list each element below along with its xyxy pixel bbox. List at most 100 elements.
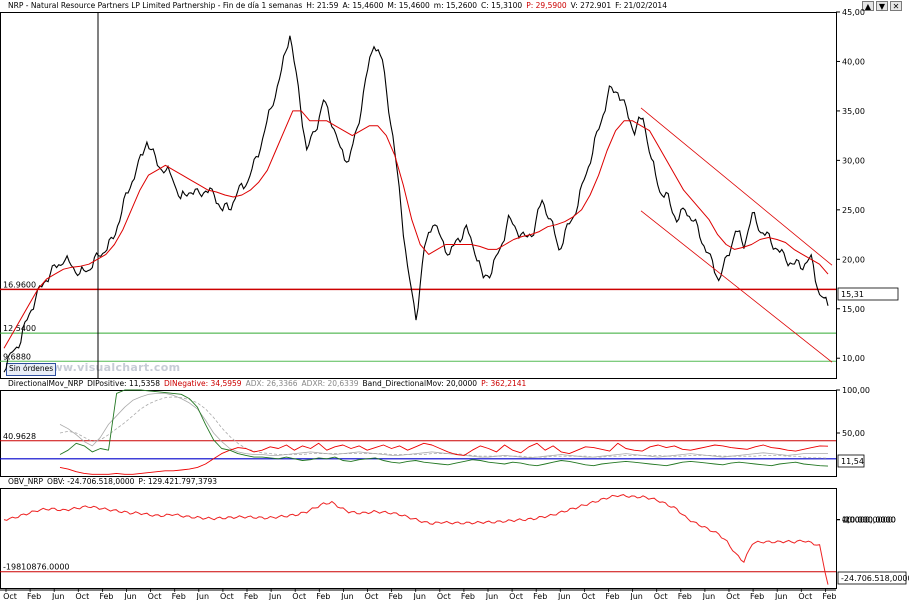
price-level-label: 9.6880 — [3, 352, 31, 361]
dmi-header-item: ADX: 26,3366 — [245, 379, 298, 388]
price-y-tick-label: 30,00 — [842, 156, 865, 165]
obv-y-tick-label: 0,0000 — [842, 516, 870, 525]
x-tick-label: Jun — [485, 592, 499, 600]
x-tick-label: Feb — [99, 592, 113, 600]
dmi-header-item: Band_DirectionalMov: 20,0000 — [362, 379, 478, 388]
x-tick-label: Oct — [220, 592, 234, 600]
scroll-down-button[interactable]: ▼ — [876, 1, 888, 11]
dmi-header-item: ADXR: 20,6339 — [301, 379, 359, 388]
price-line — [3, 35, 829, 373]
x-tick-label: Feb — [678, 592, 692, 600]
x-tick-label: Oct — [292, 592, 306, 600]
x-tick-label: Oct — [3, 592, 17, 600]
x-tick-label: Jun — [412, 592, 426, 600]
moving-average-line — [3, 110, 829, 349]
x-tick-label: Oct — [726, 592, 740, 600]
obv-y-tick-label: -10.000,0000 — [842, 516, 896, 525]
dmi-last-value: 11,54 — [841, 457, 864, 466]
obv-line — [3, 494, 829, 585]
obv-y-tick-label: -20.000,0000 — [842, 516, 896, 525]
x-tick-label: Feb — [316, 592, 330, 600]
price-y-tick-label: 35,00 — [842, 107, 865, 116]
price-last-value-box — [837, 287, 899, 301]
x-tick-label: Oct — [437, 592, 451, 600]
di-positive-line — [59, 389, 829, 467]
price-level-label: 12.5400 — [3, 324, 36, 333]
channel-lower-line — [640, 210, 833, 363]
di-negative-line — [59, 442, 829, 475]
x-tick-label: Feb — [27, 592, 41, 600]
price-series — [3, 35, 829, 373]
price-panel-frame — [0, 12, 837, 379]
obv-y-tick-label: 10.000,0000 — [842, 516, 893, 525]
x-tick-label: Jun — [629, 592, 643, 600]
scroll-up-button[interactable]: ▲ — [862, 1, 874, 11]
obv-header-item: P: 129.421.797,3793 — [138, 477, 218, 486]
main-header-item: M: 15,4600 — [387, 1, 430, 10]
price-y-tick-label: 15,00 — [842, 305, 865, 314]
sin-ordenes-button[interactable]: Sin órdenes — [6, 363, 57, 376]
x-tick-label: Jun — [268, 592, 282, 600]
x-tick-label: Jun — [123, 592, 137, 600]
obv-header-item: OBV_NRP — [8, 477, 44, 486]
main-header-item: m: 15,2600 — [433, 1, 478, 10]
x-tick-label: Feb — [605, 592, 619, 600]
obv-last-value-box — [837, 571, 907, 585]
dmi-panel-frame — [0, 390, 837, 477]
price-level-label: 16.9600 — [3, 280, 36, 289]
obv-panel-header: OBV_NRP OBV: -24.706.518,0000 P: 129.421.7… — [0, 476, 836, 488]
price-y-tick-label: 20,00 — [842, 255, 865, 264]
x-tick-label: Feb — [172, 592, 186, 600]
x-tick-label: Oct — [581, 592, 595, 600]
adx-line — [59, 392, 829, 459]
x-tick-label: Oct — [365, 592, 379, 600]
x-tick-label: Jun — [51, 592, 65, 600]
price-y-tick-label: 40,00 — [842, 57, 865, 66]
channel-upper-line — [640, 107, 833, 266]
x-tick-label: Feb — [750, 592, 764, 600]
main-header-item: NRP - Natural Resource Partners LP Limit… — [8, 1, 303, 10]
dmi-header-item: DirectionalMov_NRP — [8, 379, 84, 388]
main-header-item: F: 21/02/2014 — [615, 1, 667, 10]
x-tick-label: Jun — [340, 592, 354, 600]
dmi-panel-header: DirectionalMov_NRP DIPositive: 11,5358 DIN… — [0, 378, 836, 390]
dmi-header-item: P: 362,2141 — [481, 379, 527, 388]
obv-panel-frame — [0, 488, 837, 589]
x-tick-label: Feb — [533, 592, 547, 600]
dmi-header-item: DINegative: 34,5959 — [163, 379, 242, 388]
dmi-y-tick-label: 100,00 — [842, 386, 870, 395]
main-header-item: C: 15,3100 — [481, 1, 523, 10]
x-tick-label: Jun — [196, 592, 210, 600]
main-header-item: H: 21:59 — [306, 1, 339, 10]
x-tick-label: Oct — [798, 592, 812, 600]
obv-header-item: OBV: -24.706.518,0000 — [47, 477, 135, 486]
x-tick-label: Feb — [822, 592, 836, 600]
main-header-item: A: 15,4600 — [342, 1, 384, 10]
close-button[interactable]: ✕ — [890, 1, 902, 11]
price-last-value: 15,31 — [841, 290, 864, 299]
watermark: www.visualchart.com — [42, 361, 181, 374]
dmi-header-item: DIPositive: 11,5358 — [87, 379, 160, 388]
x-tick-label: Oct — [75, 592, 89, 600]
x-tick-label: Feb — [461, 592, 475, 600]
x-tick-label: Oct — [148, 592, 162, 600]
price-y-tick-label: 25,00 — [842, 206, 865, 215]
x-tick-label: Jun — [557, 592, 571, 600]
x-tick-label: Jun — [702, 592, 716, 600]
x-tick-label: Feb — [244, 592, 258, 600]
dmi-last-value-box — [837, 454, 865, 468]
dmi-level-label: 40.9628 — [3, 432, 36, 441]
price-chart-header: NRP - Natural Resource Partners LP Limit… — [0, 0, 836, 12]
main-header-item: P: 29,5900 — [526, 1, 567, 10]
price-y-tick-label: 10,00 — [842, 354, 865, 363]
x-tick-label: Jun — [774, 592, 788, 600]
obv-level-label: -19810876.0000 — [3, 563, 70, 572]
x-tick-label: Feb — [389, 592, 403, 600]
main-header-item: V: 272.901 — [570, 1, 612, 10]
x-tick-label: Oct — [654, 592, 668, 600]
obv-last-value: -24.706.518,0000 — [841, 574, 909, 583]
x-tick-label: Oct — [509, 592, 523, 600]
dmi-y-tick-label: 50,00 — [842, 429, 865, 438]
